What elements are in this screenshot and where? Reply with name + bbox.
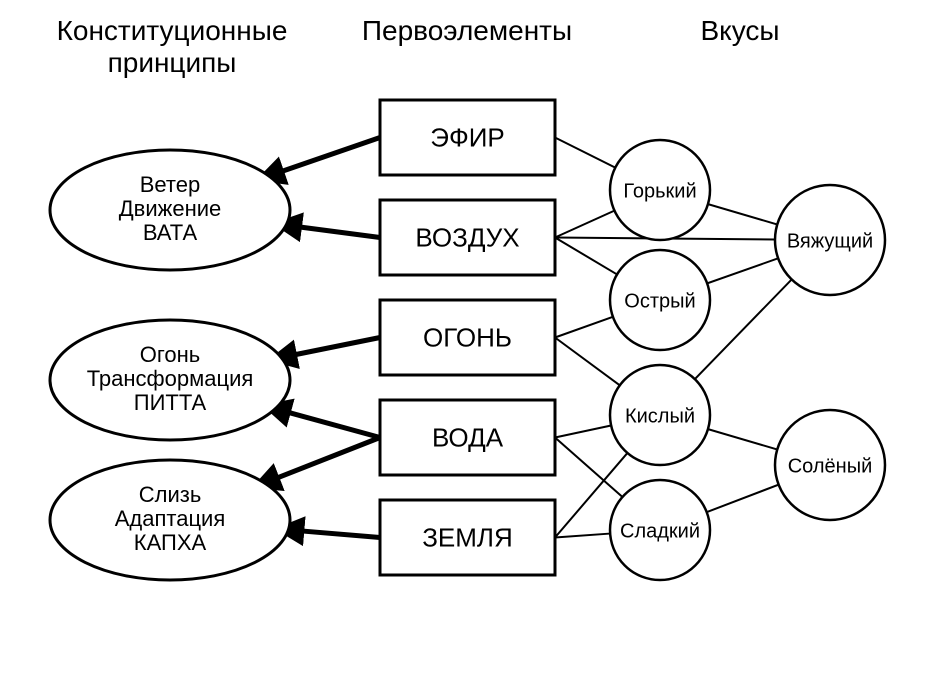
dosha-text-line: Движение: [119, 196, 222, 221]
element-label: ВОДА: [432, 422, 504, 452]
line-fire-pungent: [555, 317, 613, 338]
dosha-pitta: ОгоньТрансформацияПИТТА: [50, 320, 290, 440]
element-fire: ОГОНЬ: [380, 300, 555, 375]
element-air: ВОЗДУХ: [380, 200, 555, 275]
element-water: ВОДА: [380, 400, 555, 475]
taste-astringent: Вяжущий: [775, 185, 885, 295]
taste-sour: Кислый: [610, 365, 710, 465]
dosha-text-line: Огонь: [140, 342, 201, 367]
line-water-sour: [555, 425, 611, 437]
dosha-text-line: КАПХА: [134, 530, 207, 555]
header-elements: Первоэлементы: [362, 15, 572, 46]
element-label: ОГОНЬ: [423, 322, 512, 352]
header-tastes: Вкусы: [700, 15, 779, 46]
arrow-ether-vata: [278, 138, 380, 173]
header-doshas: принципы: [108, 47, 237, 78]
taste-label: Солёный: [788, 455, 873, 477]
element-label: ВОЗДУХ: [415, 222, 519, 252]
taste-sweet: Сладкий: [610, 480, 710, 580]
taste-label: Острый: [624, 290, 695, 312]
arrow-earth-kapha: [298, 531, 380, 538]
taste-label: Вяжущий: [787, 230, 873, 252]
dosha-text-line: Ветер: [140, 172, 200, 197]
dosha-text-line: Слизь: [139, 482, 202, 507]
dosha-vata: ВетерДвижениеВАТА: [50, 150, 290, 270]
line-fire-sour: [555, 338, 620, 386]
line-air-pungent: [555, 238, 617, 275]
dosha-kapha: СлизьАдаптацияКАПХА: [50, 460, 290, 580]
arrow-fire-pitta: [291, 338, 380, 356]
arrow-air-vata: [296, 227, 380, 238]
element-earth: ЗЕМЛЯ: [380, 500, 555, 575]
dosha-text-line: ВАТА: [143, 220, 198, 245]
taste-label: Кислый: [625, 405, 695, 427]
taste-bitter: Горький: [610, 140, 710, 240]
taste-label: Сладкий: [620, 520, 700, 542]
header-doshas: Конституционные: [57, 15, 288, 46]
taste-salty: Солёный: [775, 410, 885, 520]
ayurveda-diagram: ЭФИР ВОЗДУХ ОГОНЬ ВОДА ЗЕМЛЯ ВетерДвижениеВАТ…: [0, 0, 934, 677]
element-label: ЭФИР: [430, 122, 504, 152]
arrow-water-kapha: [274, 438, 380, 480]
taste-pungent: Острый: [610, 250, 710, 350]
line-ether-bitter: [555, 138, 615, 168]
taste-label: Горький: [623, 180, 696, 202]
dosha-text-line: Трансформация: [87, 366, 254, 391]
element-label: ЗЕМЛЯ: [422, 522, 513, 552]
line-water-sweet: [555, 438, 622, 497]
element-ether: ЭФИР: [380, 100, 555, 175]
line-air-bitter: [555, 211, 614, 238]
line-earth-sweet: [555, 534, 610, 538]
arrow-water-pitta: [285, 411, 380, 437]
dosha-text-line: Адаптация: [115, 506, 226, 531]
dosha-text-line: ПИТТА: [134, 390, 207, 415]
